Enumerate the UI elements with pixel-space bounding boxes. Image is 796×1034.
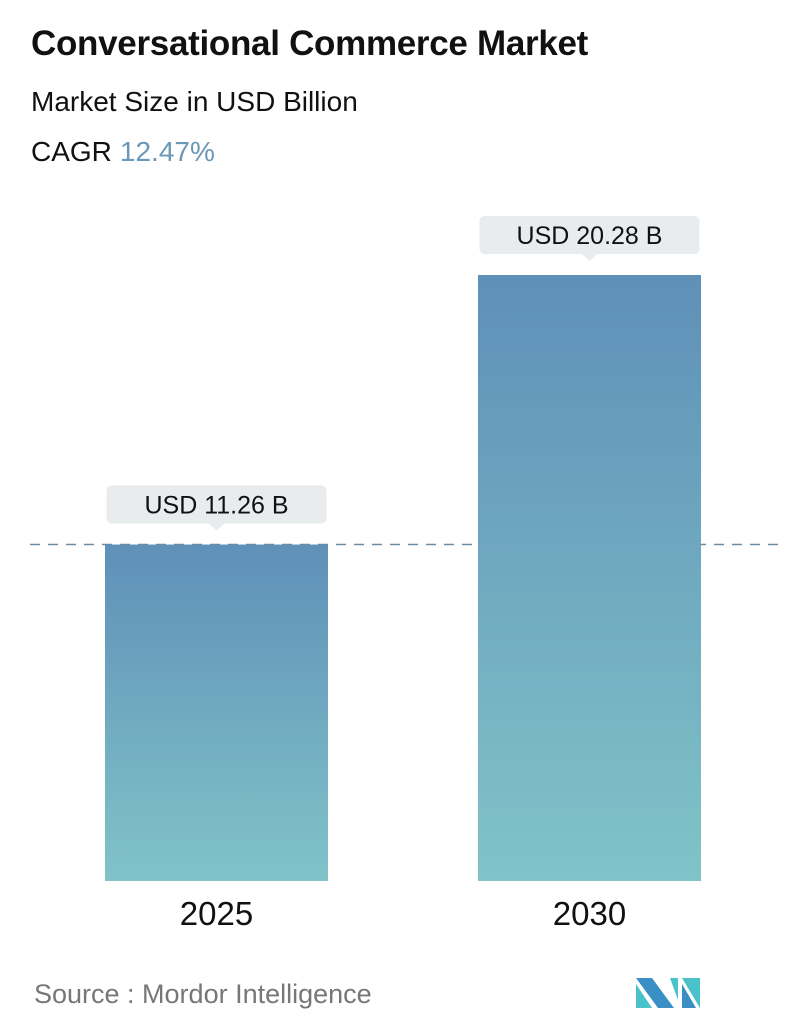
chart-subtitle: Market Size in USD Billion <box>31 86 358 117</box>
x-tick-label: 2025 <box>180 895 253 932</box>
data-label-pointer <box>208 523 225 531</box>
data-label: USD 20.28 B <box>517 222 663 250</box>
data-label-pointer <box>581 254 598 261</box>
data-label-box <box>106 485 327 524</box>
cagr-label: CAGR <box>31 136 112 167</box>
bar-2030 <box>478 275 701 881</box>
source-text: Source : Mordor Intelligence <box>34 979 372 1009</box>
chart-title: Conversational Commerce Market <box>31 24 589 63</box>
cagr: CAGR 12.47% <box>31 136 215 168</box>
mordor-logo <box>636 978 700 1008</box>
bar-2025 <box>105 544 328 881</box>
data-label-box <box>479 216 700 254</box>
x-tick-label: 2030 <box>553 895 626 932</box>
data-label: USD 11.26 B <box>144 492 288 520</box>
cagr-value: 12.47% <box>119 136 215 167</box>
